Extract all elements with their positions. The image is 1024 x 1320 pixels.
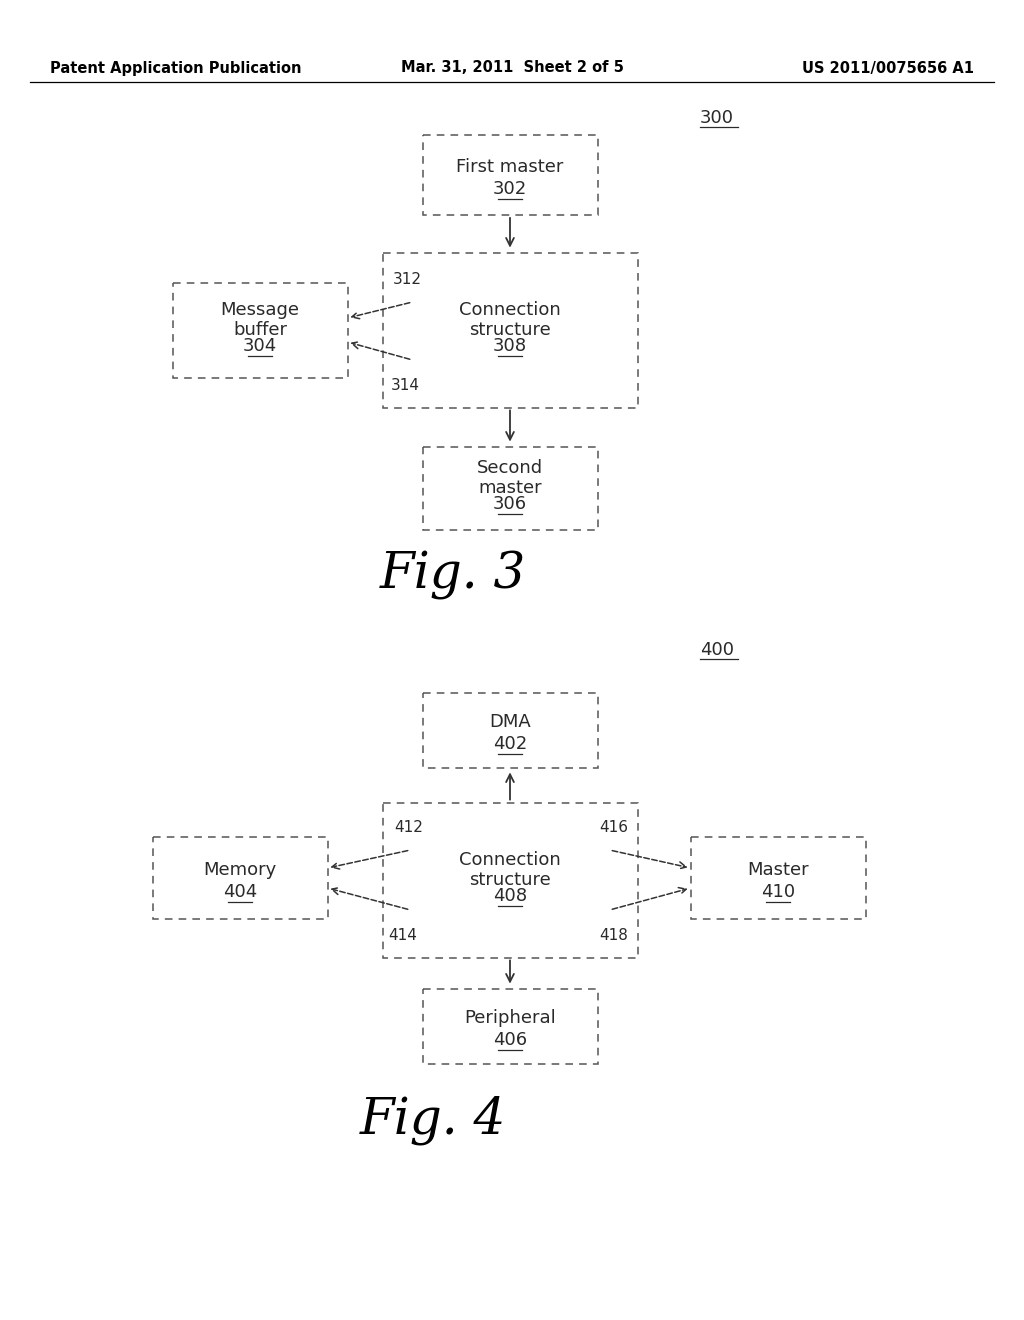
Bar <box>423 135 597 215</box>
Text: 312: 312 <box>392 272 422 288</box>
Text: Peripheral: Peripheral <box>464 1008 556 1027</box>
Text: Patent Application Publication: Patent Application Publication <box>50 61 301 75</box>
Text: 404: 404 <box>223 883 257 902</box>
Text: 402: 402 <box>493 735 527 752</box>
Text: Fig. 4: Fig. 4 <box>360 1096 507 1144</box>
Bar <box>383 803 638 957</box>
Text: Memory: Memory <box>204 861 276 879</box>
Text: 308: 308 <box>493 337 527 355</box>
Text: 300: 300 <box>700 110 734 127</box>
Text: Master: Master <box>748 861 809 879</box>
Text: 304: 304 <box>243 337 278 355</box>
Text: Connection
structure: Connection structure <box>459 850 561 890</box>
Bar <box>690 837 865 919</box>
Text: 306: 306 <box>493 495 527 513</box>
Text: 412: 412 <box>394 821 423 836</box>
Bar <box>153 837 328 919</box>
Text: First master: First master <box>457 158 563 176</box>
Text: DMA: DMA <box>489 713 530 731</box>
Text: 418: 418 <box>599 928 629 944</box>
Text: Mar. 31, 2011  Sheet 2 of 5: Mar. 31, 2011 Sheet 2 of 5 <box>400 61 624 75</box>
Text: US 2011/0075656 A1: US 2011/0075656 A1 <box>802 61 974 75</box>
Bar <box>383 252 638 408</box>
Text: 314: 314 <box>390 379 420 393</box>
Text: Connection
structure: Connection structure <box>459 301 561 339</box>
Bar <box>172 282 347 378</box>
Bar <box>423 693 597 767</box>
Bar <box>423 989 597 1064</box>
Bar <box>423 446 597 529</box>
Text: 408: 408 <box>493 887 527 906</box>
Text: Second
master: Second master <box>477 458 543 498</box>
Text: 416: 416 <box>599 821 629 836</box>
Text: 400: 400 <box>700 642 734 659</box>
Text: 414: 414 <box>388 928 418 944</box>
Text: Message
buffer: Message buffer <box>220 301 299 339</box>
Text: 410: 410 <box>761 883 795 902</box>
Text: 406: 406 <box>493 1031 527 1049</box>
Text: Fig. 3: Fig. 3 <box>380 550 526 599</box>
Text: 302: 302 <box>493 180 527 198</box>
